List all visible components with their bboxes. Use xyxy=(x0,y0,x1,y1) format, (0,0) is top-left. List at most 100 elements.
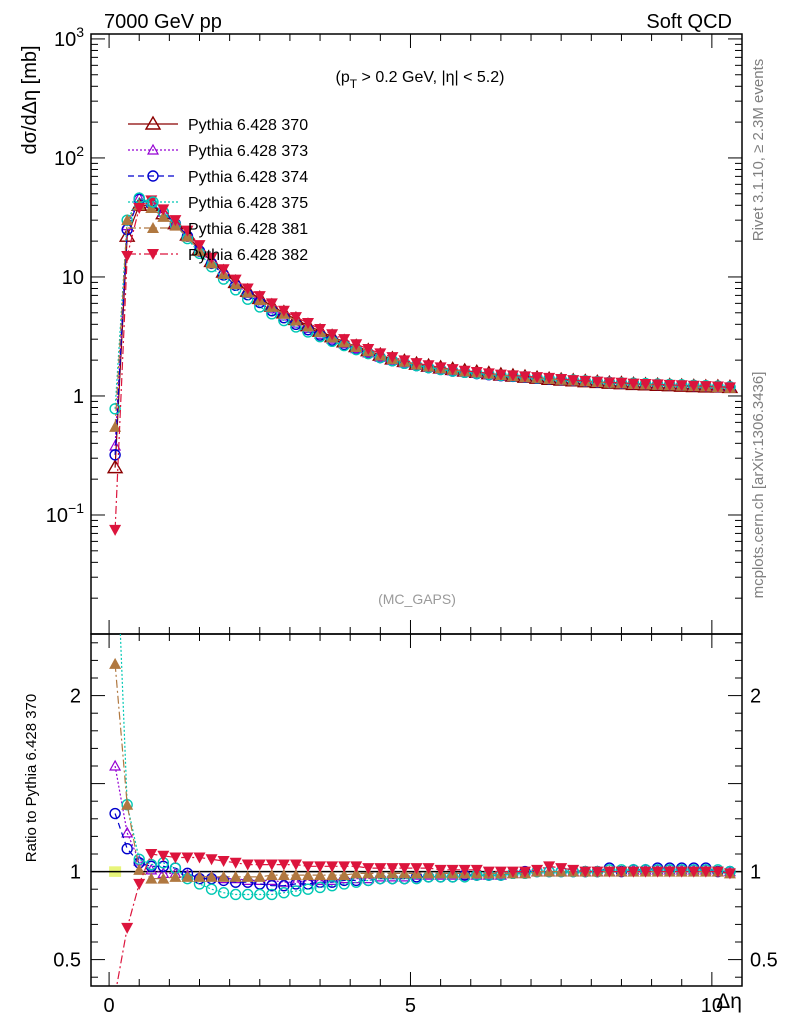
data-point-382 xyxy=(687,380,700,392)
ratio-point-382 xyxy=(519,866,531,878)
y-tick-label: 10 xyxy=(62,267,84,289)
data-point-382 xyxy=(434,362,447,374)
ratio-point-382 xyxy=(579,866,592,878)
data-point-370 xyxy=(106,459,124,474)
data-point-382 xyxy=(374,348,387,360)
data-point-382 xyxy=(109,524,122,536)
data-point-382 xyxy=(326,329,339,341)
ratio-point-382 xyxy=(169,852,182,864)
data-point-382 xyxy=(169,215,182,227)
ratio-point-381 xyxy=(289,869,302,881)
data-point-382 xyxy=(121,250,134,262)
ratio-point-382 xyxy=(591,866,604,878)
rivet-label: Rivet 3.1.10, ≥ 2.3M events xyxy=(750,59,767,242)
legend-label-374: Pythia 6.428 374 xyxy=(188,169,308,186)
data-point-381 xyxy=(145,201,158,213)
ratio-frame xyxy=(90,633,743,987)
ratio-point-381 xyxy=(229,870,242,882)
data-point-382 xyxy=(723,382,736,394)
data-point-382 xyxy=(338,334,351,346)
ratio-y-tick-label: 2 xyxy=(70,686,81,708)
data-point-382 xyxy=(603,377,616,389)
ratio-point-382 xyxy=(289,859,302,871)
data-point-382 xyxy=(193,240,206,252)
ratio-point-381 xyxy=(277,869,290,881)
ratio-point-374 xyxy=(266,879,278,892)
ratio-panel: 0 5 10 0.5 0.5 1 1 2 2 xyxy=(53,497,778,1017)
ratio-point-382 xyxy=(338,861,351,873)
data-point-382 xyxy=(350,339,363,351)
ratio-line-375 xyxy=(119,634,730,896)
ratio-point-373 xyxy=(121,826,134,838)
data-point-382 xyxy=(494,369,507,381)
ratio-line-374 xyxy=(114,813,730,887)
ratio-point-375 xyxy=(290,885,302,897)
data-point-382 xyxy=(398,355,411,367)
ratio-point-382 xyxy=(362,863,375,875)
ratio-point-382 xyxy=(458,864,471,876)
ratio-point-375 xyxy=(217,887,230,899)
data-point-382 xyxy=(314,324,327,336)
main-y-axis-label: dσ/dΔη [mb] xyxy=(19,45,41,154)
ratio-point-382 xyxy=(627,866,640,878)
ratio-point-375 xyxy=(110,497,120,507)
ratio-point-382 xyxy=(506,866,519,878)
ratio-point-382 xyxy=(193,852,206,864)
data-point-374 xyxy=(109,449,121,461)
data-point-382 xyxy=(229,274,242,286)
header-right: Soft QCD xyxy=(646,11,732,33)
ratio-point-382 xyxy=(687,866,700,878)
ratio-point-382 xyxy=(253,859,266,871)
ratio-series-375 xyxy=(110,497,736,901)
ratio-point-382 xyxy=(422,863,435,875)
data-point-382 xyxy=(302,318,314,330)
legend-label-381: Pythia 6.428 381 xyxy=(188,221,308,238)
ratio-point-381 xyxy=(350,867,363,879)
ratio-point-382 xyxy=(603,866,616,878)
data-point-382 xyxy=(145,195,158,207)
x-tick-label: 5 xyxy=(405,995,416,1017)
ratio-point-375 xyxy=(254,888,266,901)
data-point-382 xyxy=(639,379,652,391)
data-point-375 xyxy=(109,403,121,415)
data-point-382 xyxy=(241,283,254,295)
ratio-point-382 xyxy=(157,850,170,862)
data-point-382 xyxy=(519,371,531,383)
data-point-382 xyxy=(591,376,604,388)
ratio-point-382 xyxy=(398,863,411,875)
ratio-line-382 xyxy=(116,853,730,986)
data-point-382 xyxy=(458,365,471,377)
y-tick-label: 1 xyxy=(73,386,84,408)
ratio-point-382 xyxy=(639,866,652,878)
data-point-381 xyxy=(157,210,170,222)
ratio-point-382 xyxy=(181,852,194,864)
ratio-point-382 xyxy=(615,866,628,878)
y-tick-label: 10−1 xyxy=(46,500,84,527)
main-panel: 10−1 1 10 102 103 xyxy=(46,24,743,635)
data-point-382 xyxy=(265,298,278,310)
ratio-point-382 xyxy=(121,922,134,934)
legend-label-382: Pythia 6.428 382 xyxy=(188,247,308,264)
legend-label-375: Pythia 6.428 375 xyxy=(188,195,308,212)
ratio-point-375 xyxy=(229,888,242,901)
ratio-point-382 xyxy=(374,863,387,875)
data-point-382 xyxy=(470,367,483,379)
ratio-y-tick-label-right: 1 xyxy=(750,862,761,884)
legend-label-370: Pythia 6.428 370 xyxy=(188,117,308,134)
ratio-point-382 xyxy=(446,864,459,876)
ratio-point-382 xyxy=(699,866,712,878)
data-point-382 xyxy=(615,377,628,389)
data-point-382 xyxy=(506,370,519,382)
data-point-382 xyxy=(217,264,230,276)
series-line-370 xyxy=(114,204,730,468)
ratio-point-382 xyxy=(314,861,327,873)
series-line-375 xyxy=(114,197,730,409)
ratio-point-381 xyxy=(265,869,278,881)
ratio-point-381 xyxy=(302,869,314,881)
ratio-point-381 xyxy=(145,872,158,884)
ratio-point-375 xyxy=(278,887,290,899)
ratio-point-382 xyxy=(531,864,544,876)
data-point-382 xyxy=(579,375,592,387)
ratio-point-382 xyxy=(482,866,495,878)
x-tick-label: 0 xyxy=(104,995,115,1017)
